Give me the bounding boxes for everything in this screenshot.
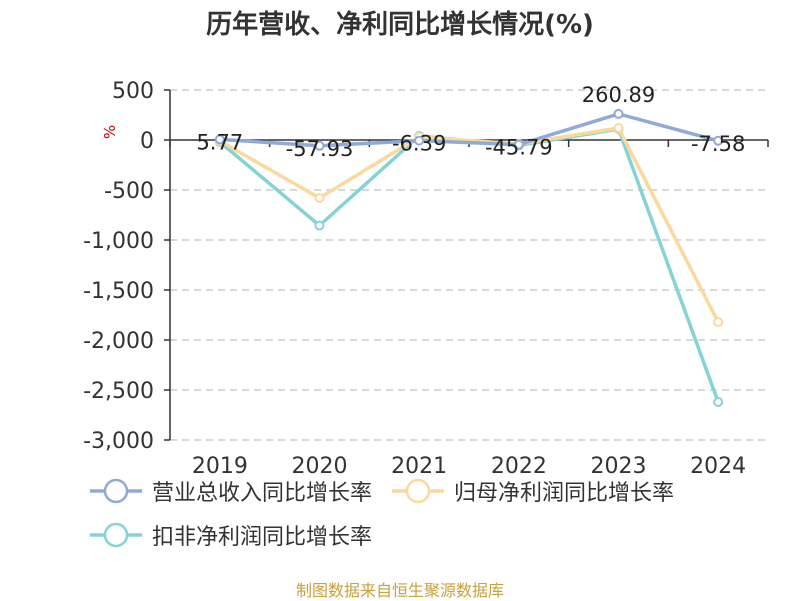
x-tick-label: 2021 [391,454,447,479]
chart-title: 历年营收、净利同比增长情况(%) [206,10,594,40]
series-point [314,193,325,203]
y-tick-label: 0 [140,129,154,154]
series-point [613,123,624,133]
x-tick-label: 2019 [192,454,248,479]
series-point [513,139,524,150]
x-tick-label: 2023 [591,454,647,479]
y-tick-label: -3,000 [83,429,154,454]
series-line [218,126,720,323]
legend-label: 扣非净利润同比增长率 [152,525,373,550]
series-line [219,112,719,148]
data-label: -57.93 [286,137,354,161]
data-label: -45.79 [485,136,553,160]
series-point [414,135,425,146]
y-tick-label: -2,000 [83,329,154,354]
y-tick-label: -2,500 [83,379,154,404]
legend-marker-icon [90,478,142,504]
series-point [314,220,325,231]
series-point [713,317,724,327]
x-tick-label: 2020 [292,454,348,479]
data-label: -6.39 [392,132,446,156]
series-point [713,397,724,407]
series-point [713,135,724,146]
data-label: -7.58 [691,132,745,156]
legend-label: 归母净利润同比增长率 [454,481,675,506]
series-point [613,108,624,119]
chart-legend: 营业总收入同比增长率 归母净利润同比增长率扣非净利润同比增长率 [88,474,768,552]
series-point [214,134,225,145]
source-note: 制图数据来自恒生聚源数据库 [295,581,504,600]
series-line [218,127,720,403]
legend-marker-icon [392,478,445,504]
x-tick-label: 2024 [690,454,746,479]
y-tick-label: -1,500 [83,279,154,304]
y-tick-label: -1,000 [83,229,154,254]
legend-label: 营业总收入同比增长率 [152,481,373,506]
legend-item[interactable]: 扣非净利润同比增长率 [88,518,372,552]
legend-item[interactable]: 营业总收入同比增长率 [88,474,372,508]
series-point [314,140,325,151]
data-label: 5.77 [196,130,243,154]
y-tick-label: 500 [112,79,154,104]
y-unit-label: % [101,125,119,139]
y-tick-label: -500 [104,179,154,204]
legend-item[interactable]: 归母净利润同比增长率 [390,474,674,508]
legend-marker-icon [90,522,142,548]
data-label: 260.89 [582,83,655,107]
x-tick-label: 2022 [491,454,547,479]
